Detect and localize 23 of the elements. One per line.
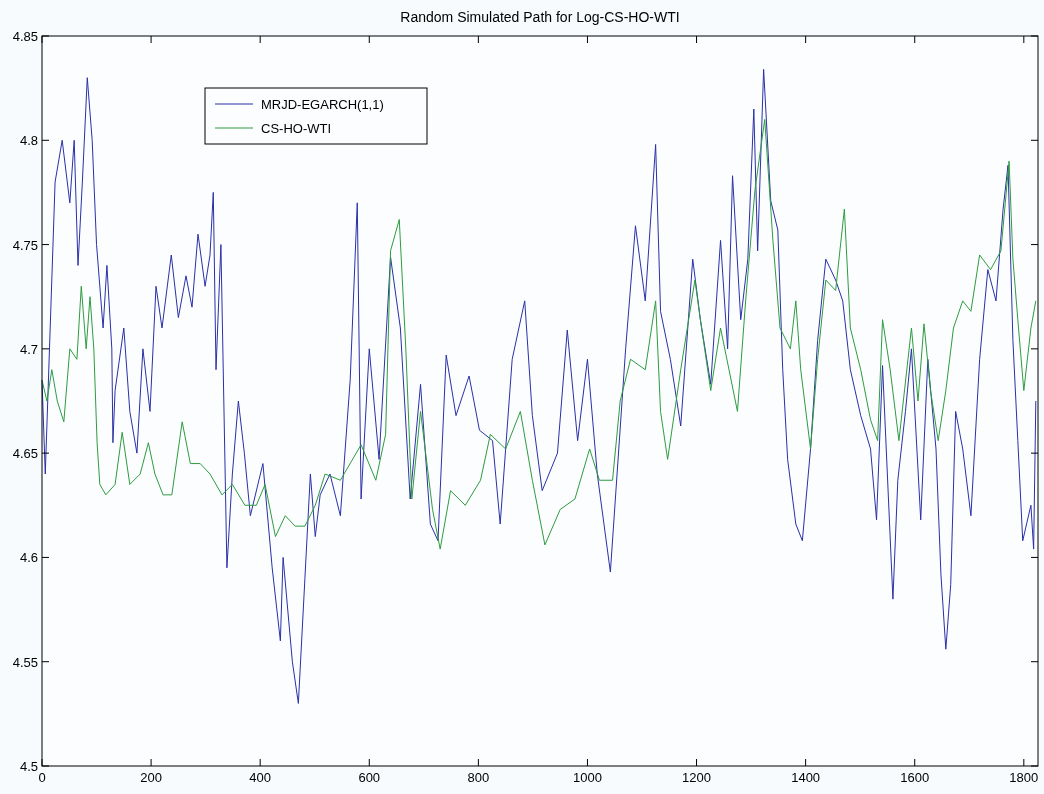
y-tick-label: 4.75: [12, 237, 38, 253]
line-series: [41, 68, 1037, 704]
x-tick-label: 200: [140, 770, 162, 785]
line-series: [41, 118, 1037, 550]
x-tick-label: 1400: [791, 770, 821, 785]
y-tick-label: 4.8: [19, 133, 38, 149]
legend-label: CS-HO-WTI: [261, 121, 332, 136]
y-tick-label: 4.6: [19, 550, 38, 566]
x-tick-label: 0: [38, 770, 46, 785]
x-tick-label: 1200: [682, 770, 712, 785]
x-tick-label: 1000: [572, 770, 602, 785]
chart-title: Random Simulated Path for Log-CS-HO-WTI: [400, 9, 680, 25]
x-tick-label: 800: [467, 770, 490, 785]
y-tick-label: 4.85: [12, 29, 38, 44]
legend-label: MRJD-EGARCH(1,1): [261, 97, 384, 112]
y-tick-label: 4.55: [12, 654, 38, 670]
x-tick-label: 600: [358, 770, 381, 785]
y-tick-label: 4.5: [19, 759, 38, 774]
y-tick-label: 4.7: [19, 341, 38, 357]
x-tick-label: 1800: [1009, 770, 1039, 785]
x-tick-label: 1600: [900, 770, 930, 785]
x-tick-label: 400: [249, 770, 272, 785]
y-tick-label: 4.65: [12, 446, 38, 462]
